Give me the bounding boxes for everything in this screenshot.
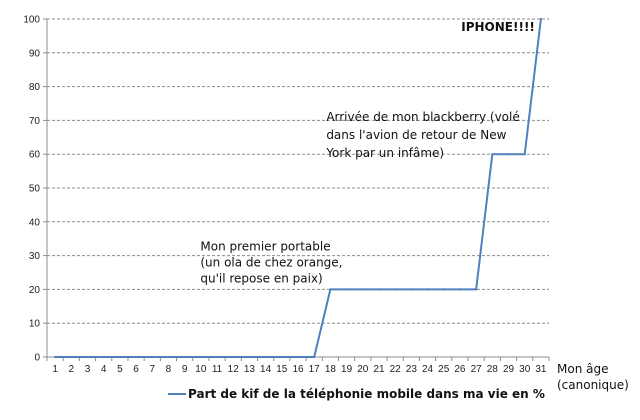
x-tick-label: 9 (182, 364, 188, 375)
x-tick-label: 25 (438, 364, 450, 375)
y-tick-label: 40 (29, 217, 41, 228)
data-point (151, 355, 154, 359)
data-point (410, 288, 413, 291)
data-point (329, 288, 332, 291)
annotation-text: IPHONE!!!! (461, 20, 535, 34)
x-tick-label: 13 (244, 364, 256, 375)
data-point (394, 288, 397, 291)
annotation-text: (un ola de chez orange, (200, 255, 342, 269)
y-tick-label: 60 (29, 150, 41, 161)
y-tick-label: 100 (23, 15, 40, 26)
x-tick-label: 28 (487, 364, 499, 375)
gridlines (47, 18, 549, 324)
data-point (539, 17, 543, 21)
x-tick-label: 16 (292, 364, 304, 375)
x-tick-label: 20 (357, 364, 369, 375)
data-point (86, 355, 89, 359)
data-point (167, 355, 170, 359)
x-tick-label: 23 (406, 364, 418, 375)
data-point (248, 355, 251, 359)
data-point (70, 355, 73, 359)
data-point (199, 355, 202, 359)
x-tick-label: 18 (325, 364, 337, 375)
series (53, 17, 543, 359)
axes (43, 18, 550, 361)
annotation-text: dans l'avion de retour de New (326, 128, 506, 142)
x-tick-label: 19 (341, 364, 353, 375)
data-point (118, 355, 121, 359)
x-tick-label: 11 (212, 364, 223, 375)
annotation-text: York par un infâme) (325, 146, 444, 160)
x-tick-labels: 1 2 3 4 5 6 7 8 9 10 11 12 13 14 15 16 17 18 19 20 21 22 23 24 2… (52, 364, 547, 375)
data-point (475, 288, 478, 291)
y-tick-label: 90 (29, 48, 41, 59)
data-point (491, 153, 494, 156)
data-point (426, 288, 429, 291)
annotation-text: qu'il repose en paix) (200, 271, 322, 285)
data-point (232, 355, 235, 359)
data-point (442, 288, 445, 291)
x-tick-label: 31 (535, 364, 547, 375)
x-tick-label: 15 (276, 364, 288, 375)
data-point (280, 355, 283, 359)
data-point (134, 355, 138, 359)
y-tick-labels: 0 10 20 30 40 50 60 70 80 90 100 (23, 15, 40, 364)
data-point (183, 355, 186, 359)
y-tick-label: 50 (29, 184, 41, 195)
y-tick-label: 0 (34, 353, 40, 364)
x-tick-label: 2 (69, 364, 75, 375)
x-tick-label: 1 (52, 364, 58, 375)
data-point (313, 355, 316, 359)
x-tick-label: 14 (260, 364, 272, 375)
annotations: Mon premier portable (un ola de chez oran… (200, 20, 535, 285)
data-point (377, 288, 381, 291)
x-tick-label: 6 (133, 364, 139, 375)
y-tick-label: 10 (29, 319, 41, 330)
legend-label: Part de kif de la téléphonie mobile dans… (188, 387, 545, 401)
annotation-text: Arrivée de mon blackberry (volé (326, 110, 519, 124)
x-tick-label: 10 (195, 364, 207, 375)
x-tick-label: 22 (390, 364, 402, 375)
x-tick-label: 29 (503, 364, 515, 375)
y-tick-label: 30 (29, 251, 41, 262)
data-point (264, 355, 267, 359)
x-tick-label: 12 (228, 364, 240, 375)
data-point (523, 153, 526, 156)
data-point (296, 355, 300, 359)
data-point (458, 288, 462, 291)
y-tick-label: 80 (29, 82, 41, 93)
y-tick-label: 20 (29, 285, 41, 296)
x-axis-title-line-1: Mon âge (557, 362, 608, 376)
x-tick-label: 3 (85, 364, 91, 375)
x-tick-label: 8 (166, 364, 172, 375)
data-point (345, 288, 348, 291)
data-point (53, 355, 57, 359)
data-point (361, 288, 364, 291)
data-point (507, 153, 510, 156)
data-point (102, 355, 105, 359)
data-point (215, 355, 219, 359)
x-tick-label: 5 (117, 364, 123, 375)
x-axis-title-line-2: (canonique) (557, 378, 629, 392)
annotation-text: Mon premier portable (200, 239, 330, 253)
x-tick-label: 26 (454, 364, 466, 375)
x-tick-label: 24 (422, 364, 434, 375)
x-tick-label: 17 (309, 364, 321, 375)
x-tick-label: 7 (149, 364, 155, 375)
legend: Part de kif de la téléphonie mobile dans… (168, 387, 545, 401)
x-tick-label: 27 (471, 364, 483, 375)
x-tick-label: 30 (519, 364, 531, 375)
y-tick-label: 70 (29, 116, 41, 127)
x-tick-label: 4 (101, 364, 107, 375)
x-tick-label: 21 (373, 364, 385, 375)
